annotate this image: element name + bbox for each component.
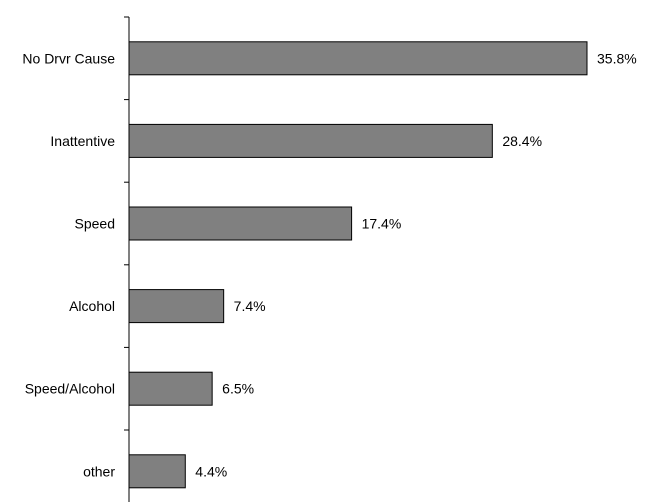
bars bbox=[128, 41, 588, 489]
data-label: 35.8% bbox=[597, 50, 637, 66]
category-label: Alcohol bbox=[69, 298, 115, 314]
bar-alcohol bbox=[128, 289, 225, 324]
bar-speed bbox=[128, 206, 353, 241]
bar-speed-alcohol bbox=[128, 371, 213, 406]
data-label: 6.5% bbox=[222, 381, 254, 397]
data-label: 4.4% bbox=[195, 463, 227, 479]
data-label: 28.4% bbox=[502, 133, 542, 149]
category-label: No Drvr Cause bbox=[22, 50, 115, 66]
category-label: Speed bbox=[75, 216, 115, 232]
bar-other bbox=[128, 454, 186, 489]
value-labels: 35.8% 28.4% 17.4% 7.4% 6.5% 4.4% bbox=[195, 50, 636, 479]
y-axis bbox=[124, 16, 130, 502]
category-labels: No Drvr Cause Inattentive Speed Alcohol Spee… bbox=[22, 50, 115, 479]
data-label: 7.4% bbox=[234, 298, 266, 314]
data-label: 17.4% bbox=[362, 216, 402, 232]
bar-no-drvr-cause bbox=[128, 41, 588, 76]
category-label: other bbox=[83, 463, 115, 479]
bar-inattentive bbox=[128, 123, 493, 158]
category-label: Speed/Alcohol bbox=[25, 381, 115, 397]
category-label: Inattentive bbox=[50, 133, 115, 149]
